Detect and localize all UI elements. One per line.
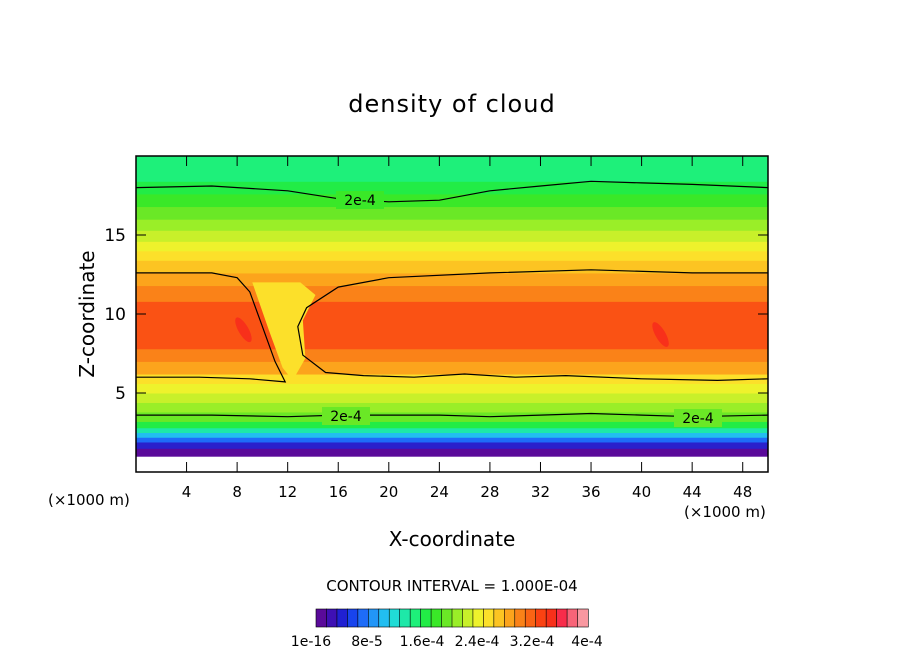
density-band-7	[136, 402, 768, 413]
density-band-18	[136, 241, 768, 252]
contour-labels: 2e-4 2e-4 2e-4	[322, 191, 722, 427]
colorbar-label-0: 1e-16	[291, 634, 331, 650]
colorbar-swatch-16	[483, 608, 495, 628]
density-max-0	[235, 317, 252, 343]
density-band-16	[136, 260, 768, 274]
density-band-13	[136, 301, 768, 350]
colorbar-swatch-0	[315, 608, 328, 628]
colorbar-swatch-20	[524, 608, 537, 628]
density-band-22	[136, 193, 768, 208]
density-band-12	[136, 348, 768, 362]
colorbar-swatch-3	[347, 608, 359, 628]
density-band-11	[136, 361, 768, 375]
colorbar-label-2: 1.6e-4	[400, 634, 445, 650]
density-band-9	[136, 383, 768, 394]
colorbar-swatch-22	[545, 608, 558, 628]
colorbar-swatch-19	[514, 608, 526, 628]
density-max-1	[652, 322, 669, 347]
contour-label-upper: 2e-4	[344, 193, 376, 209]
x-tick-label-5: 24	[430, 483, 449, 501]
y-tick-label-1: 10	[104, 305, 126, 325]
colorbar-label-1: 8e-5	[351, 634, 382, 650]
density-band-6	[136, 411, 768, 422]
density-band-24	[136, 156, 768, 182]
colorbar-swatch-11	[430, 608, 443, 628]
x-tick-label-6: 28	[480, 483, 499, 501]
colorbar-swatch-4	[357, 608, 369, 628]
colorbar-swatch-15	[472, 608, 484, 628]
density-band-1	[136, 441, 768, 449]
density-band-0	[136, 448, 768, 457]
colorbar-swatch-9	[409, 608, 422, 628]
colorbar-swatch-13	[451, 608, 464, 628]
contour-label-lower-left: 2e-4	[330, 409, 362, 425]
colorbar-label-3: 2.4e-4	[455, 634, 500, 650]
density-band-5	[136, 421, 768, 429]
colorbar	[315, 608, 589, 628]
colorbar-swatch-6	[378, 608, 390, 628]
x-tick-label-11: 48	[733, 483, 752, 501]
colorbar-swatch-10	[420, 608, 432, 628]
colorbar-swatch-7	[388, 608, 401, 628]
density-band-19	[136, 230, 768, 242]
density-band-3	[136, 432, 768, 438]
contour-cloud-left	[136, 272, 287, 383]
x-tick-label-4: 20	[379, 483, 398, 501]
colorbar-swatch-23	[556, 608, 568, 628]
density-band-23	[136, 181, 768, 195]
y-tick-label-0: 5	[115, 384, 126, 404]
colorbar-label-5: 4e-4	[571, 634, 603, 650]
density-band-17	[136, 250, 768, 261]
contour-upper	[136, 180, 768, 203]
colorbar-swatch-18	[504, 608, 516, 628]
colorbar-swatch-12	[441, 608, 453, 628]
x-unit-right: (×1000 m)	[684, 503, 766, 521]
colorbar-swatch-8	[399, 608, 411, 628]
x-axis-label: X-coordinate	[389, 527, 516, 551]
colorbar-labels: 1e-16 8e-5 1.6e-4 2.4e-4 3.2e-4 4e-4	[291, 634, 603, 650]
contour-lines	[136, 180, 768, 418]
density-band-14	[136, 285, 768, 302]
density-band-10	[136, 374, 768, 385]
x-tick-label-10: 44	[683, 483, 702, 501]
contour-label-lower-right: 2e-4	[682, 411, 714, 427]
colorbar-swatch-24	[566, 608, 579, 628]
colorbar-swatch-21	[535, 608, 547, 628]
density-band-2	[136, 437, 768, 443]
density-band-20	[136, 219, 768, 231]
x-unit-left: (×1000 m)	[48, 491, 130, 509]
x-tick-label-9: 40	[632, 483, 651, 501]
colorbar-swatch-25	[577, 608, 589, 628]
contour-lower	[136, 412, 768, 418]
x-tick-label-8: 36	[581, 483, 600, 501]
colorbar-swatch-17	[493, 608, 505, 628]
density-band-4	[136, 427, 768, 433]
cloud-gap	[252, 282, 316, 381]
density-band-8	[136, 393, 768, 403]
chart-title: density of cloud	[348, 90, 555, 118]
y-tick-label-2: 15	[104, 226, 126, 246]
contour-interval-text: CONTOUR INTERVAL = 1.000E-04	[326, 577, 577, 595]
colorbar-swatch-5	[368, 608, 380, 628]
colorbar-swatch-1	[326, 608, 338, 628]
x-tick-label-7: 32	[531, 483, 550, 501]
density-band-21	[136, 206, 768, 220]
x-tick-label-3: 16	[329, 483, 348, 501]
x-tick-label-1: 8	[232, 483, 242, 501]
colorbar-swatch-2	[336, 608, 348, 628]
colorbar-swatch-14	[462, 608, 474, 628]
x-tick-label-0: 4	[182, 483, 192, 501]
density-field	[136, 156, 768, 457]
y-axis-label: Z-coordinate	[75, 250, 99, 377]
contour-cloud-right	[297, 269, 768, 382]
x-tick-label-2: 12	[278, 483, 297, 501]
colorbar-label-4: 3.2e-4	[510, 634, 555, 650]
